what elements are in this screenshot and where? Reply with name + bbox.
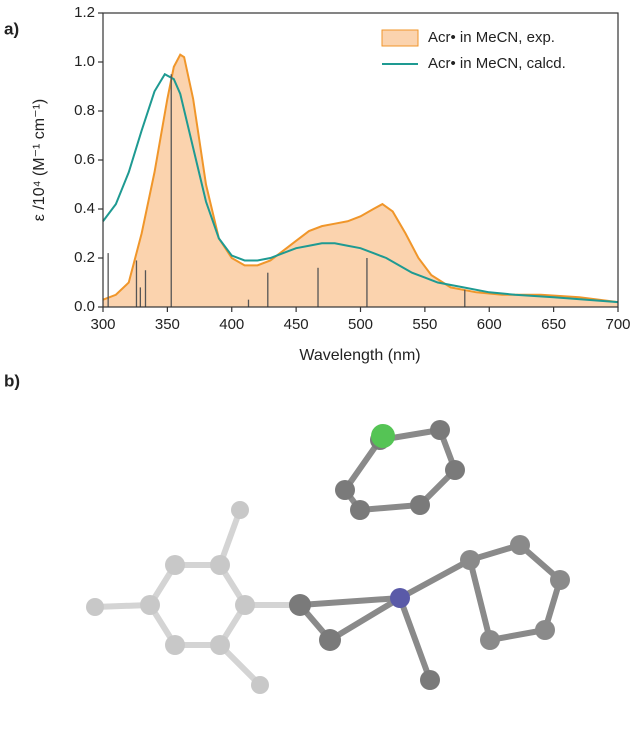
panel-label: b) bbox=[4, 371, 20, 390]
area bbox=[103, 54, 618, 308]
legend-label: Acr• in MeCN, calcd. bbox=[428, 55, 566, 72]
x-tick-label: 400 bbox=[219, 316, 244, 333]
panel-label: a) bbox=[4, 19, 19, 38]
y-tick-label: 1.0 bbox=[74, 53, 95, 70]
y-tick-label: 0.8 bbox=[74, 102, 95, 119]
x-axis-label: Wavelength (nm) bbox=[299, 347, 420, 364]
line bbox=[102, 72, 619, 304]
legend-swatch bbox=[381, 29, 419, 47]
x-tick-label: 650 bbox=[541, 316, 566, 333]
legend-label: Acr• in MeCN, exp. bbox=[428, 29, 555, 46]
molecule bbox=[86, 420, 570, 694]
x-tick-label: 450 bbox=[284, 316, 309, 333]
y-tick-label: 1.2 bbox=[74, 4, 95, 21]
y-axis-label: ε /10⁴ (M⁻¹ cm⁻¹) bbox=[31, 99, 48, 221]
y-tick-label: 0.6 bbox=[74, 151, 95, 168]
x-tick-label: 600 bbox=[477, 316, 502, 333]
x-tick-label: 550 bbox=[412, 316, 437, 333]
plot: 300 350 400 450 500 550 600 650 700 0.0 0.2 0.4 0.6 0… bbox=[74, 4, 630, 333]
x-tick-label: 300 bbox=[90, 316, 115, 333]
y-tick-label: 0.0 bbox=[74, 298, 95, 315]
x-tick-label: 500 bbox=[348, 316, 373, 333]
y-tick-label: 0.4 bbox=[74, 200, 95, 217]
x-tick-label: 350 bbox=[155, 316, 180, 333]
y-tick-label: 0.2 bbox=[74, 249, 95, 266]
x-tick-label: 700 bbox=[605, 316, 630, 333]
